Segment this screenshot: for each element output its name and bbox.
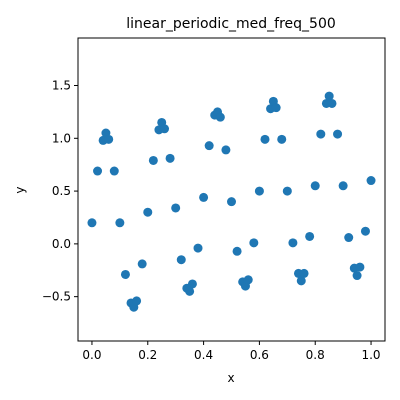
data-point: [366, 176, 376, 186]
x-tick-label: 0.0: [82, 348, 101, 362]
y-tick-label: 0.5: [52, 184, 71, 198]
data-point: [227, 197, 236, 207]
data-point: [120, 269, 130, 279]
data-point: [324, 91, 334, 101]
data-point: [165, 153, 175, 163]
x-tick-label: 0.8: [306, 348, 325, 362]
data-point: [333, 129, 343, 139]
data-point: [249, 238, 259, 248]
data-point: [109, 166, 119, 176]
data-point: [193, 243, 203, 253]
data-point: [87, 218, 97, 228]
data-point: [199, 192, 209, 202]
data-point: [296, 276, 306, 286]
y-axis-label: y: [13, 186, 27, 193]
data-point: [93, 166, 103, 176]
data-point: [327, 98, 337, 108]
data-point: [338, 181, 348, 191]
x-axis-label: x: [227, 371, 234, 385]
data-point: [104, 134, 114, 144]
data-point: [137, 259, 147, 269]
y-tick-label: 0.0: [52, 237, 71, 251]
x-tick-label: 0.2: [138, 348, 157, 362]
data-point: [221, 145, 231, 155]
axis-ticks: 0.0 0.2 0.4 0.6 0.8 1.0 −0.5 0.0 0.5 1.0 1.5: [42, 79, 381, 362]
data-point: [215, 112, 225, 122]
plot-frame: [77, 37, 386, 342]
chart-title: linear_periodic_med_freq_500: [126, 16, 336, 32]
y-tick-label: 1.5: [52, 79, 71, 93]
x-tick-label: 0.6: [250, 348, 269, 362]
data-point: [254, 186, 264, 196]
data-point: [310, 181, 320, 191]
data-point: [360, 226, 370, 236]
data-point: [204, 141, 214, 151]
data-point: [132, 296, 142, 306]
data-point: [143, 207, 153, 217]
data-point: [352, 271, 362, 281]
data-point: [316, 129, 326, 139]
x-tick-label: 0.4: [194, 348, 213, 362]
data-point: [176, 255, 186, 265]
data-point: [148, 155, 158, 165]
data-point: [288, 238, 298, 248]
y-tick-label: −0.5: [42, 290, 71, 304]
data-point: [355, 262, 365, 272]
data-point: [299, 268, 309, 278]
data-point: [187, 279, 197, 289]
data-points: [87, 91, 376, 312]
data-point: [271, 103, 281, 113]
data-point: [160, 124, 170, 134]
data-point: [344, 233, 354, 243]
data-point: [185, 286, 195, 296]
y-tick-label: 1.0: [52, 131, 71, 145]
data-point: [171, 203, 181, 213]
data-point: [115, 218, 125, 228]
data-point: [232, 246, 242, 256]
data-point: [260, 134, 270, 144]
data-point: [277, 134, 287, 144]
data-point: [305, 231, 315, 241]
data-point: [282, 186, 292, 196]
data-point: [243, 275, 253, 285]
x-tick-label: 1.0: [361, 348, 380, 362]
